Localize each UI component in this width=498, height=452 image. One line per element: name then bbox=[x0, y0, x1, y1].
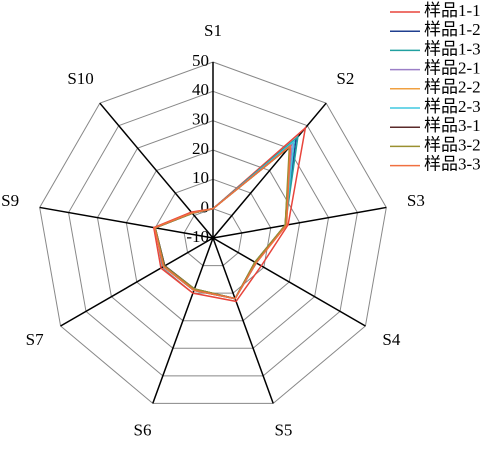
axis-label: S6 bbox=[134, 420, 152, 439]
spoke bbox=[212, 206, 387, 239]
axis-label: S4 bbox=[382, 330, 400, 349]
grid-ring bbox=[39, 61, 387, 404]
axis-label: S7 bbox=[26, 330, 44, 349]
r-tick-label: 10 bbox=[192, 168, 209, 187]
r-tick-label: 40 bbox=[192, 80, 209, 99]
r-tick-label: 50 bbox=[192, 51, 209, 70]
axis-label: S9 bbox=[1, 191, 19, 210]
legend-label: 样品3-2 bbox=[424, 135, 481, 154]
spoke bbox=[60, 237, 214, 327]
legend-label: 样品3-3 bbox=[424, 155, 481, 174]
axis-label: S3 bbox=[407, 191, 425, 210]
legend-label: 样品2-1 bbox=[424, 59, 481, 78]
legend-label: 样品2-2 bbox=[424, 78, 481, 97]
r-tick-label: 0 bbox=[201, 198, 210, 217]
grid-ring bbox=[183, 208, 243, 267]
spoke bbox=[212, 102, 327, 239]
legend-label: 样品3-1 bbox=[424, 116, 481, 135]
legend-label: 样品2-3 bbox=[424, 97, 481, 116]
grid-ring bbox=[68, 90, 358, 377]
axis-label: S2 bbox=[336, 69, 354, 88]
series-line bbox=[153, 144, 292, 300]
spoke bbox=[39, 206, 214, 239]
legend-label: 样品1-3 bbox=[424, 39, 481, 58]
spoke bbox=[212, 237, 274, 404]
legend-label: 样品1-2 bbox=[424, 20, 481, 39]
axis-label: S1 bbox=[204, 21, 222, 40]
spoke bbox=[212, 237, 366, 327]
r-tick-label: 20 bbox=[192, 139, 209, 158]
axis-label: S10 bbox=[67, 69, 93, 88]
r-tick-label: 30 bbox=[192, 110, 209, 129]
axis-label: S5 bbox=[274, 420, 292, 439]
r-tick-label: -10 bbox=[186, 227, 209, 246]
spoke bbox=[152, 237, 214, 404]
spoke bbox=[99, 102, 214, 239]
grid-ring bbox=[96, 120, 330, 349]
legend-label: 样品1-1 bbox=[424, 1, 481, 20]
grid-ring bbox=[125, 149, 301, 322]
